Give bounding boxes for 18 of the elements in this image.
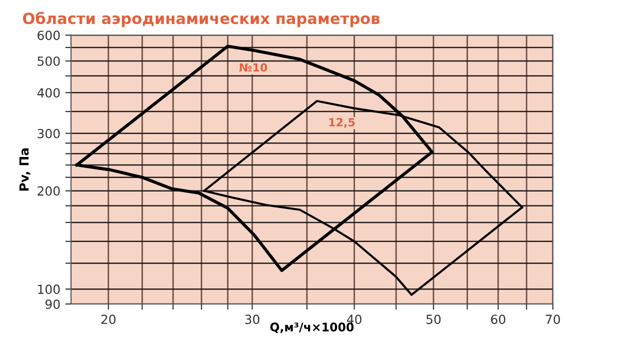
- y-tick-label: 100: [38, 284, 60, 294]
- y-tick-label: 600: [38, 30, 60, 40]
- y-tick-label: 500: [38, 56, 60, 66]
- x-tick-label: 40: [346, 314, 362, 324]
- series-label: 12,5: [329, 118, 355, 128]
- y-tick-label: 400: [37, 88, 60, 98]
- chart-title: Области аэродинамических параметров: [22, 12, 380, 28]
- x-tick-label: 20: [101, 314, 116, 324]
- x-axis-title: Q,м³/ч×1000: [270, 322, 354, 334]
- y-tick-label: 200: [38, 186, 60, 196]
- y-axis-title: Pv, Па: [19, 148, 30, 191]
- x-tick-label: 50: [426, 314, 441, 324]
- series-label: №10: [239, 63, 268, 72]
- y-tick-label: 300: [38, 128, 60, 138]
- y-tick-label: 90: [45, 299, 60, 309]
- x-tick-label: 60: [491, 314, 506, 324]
- x-tick-label: 30: [245, 314, 260, 324]
- x-tick-label: 70: [546, 314, 560, 324]
